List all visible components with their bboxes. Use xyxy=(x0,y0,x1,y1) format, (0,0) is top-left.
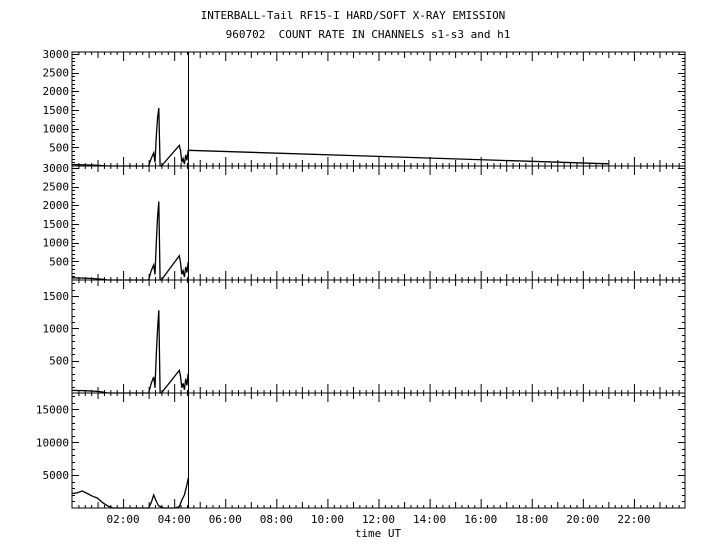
x-tick-label: 06:00 xyxy=(209,513,242,526)
series-line-panel-4 xyxy=(71,478,189,509)
y-tick-label: 1000 xyxy=(43,237,70,250)
y-tick-label: 15000 xyxy=(36,403,69,416)
y-tick-label: 1000 xyxy=(43,123,70,136)
y-tick-label: 3000 xyxy=(43,162,70,175)
x-tick-label: 16:00 xyxy=(464,513,497,526)
panel-frame-2 xyxy=(71,165,686,281)
y-tick-label: 2500 xyxy=(43,181,70,194)
chart-subtitle: 960702 COUNT RATE IN CHANNELS s1-s3 and … xyxy=(225,28,511,41)
series-line-panel-2 xyxy=(71,201,189,281)
y-tick-label: 1500 xyxy=(43,104,70,117)
y-tick-label: 2000 xyxy=(43,85,70,98)
x-tick-label: 14:00 xyxy=(413,513,446,526)
panel-frame-3 xyxy=(71,279,686,394)
y-tick-label: 2500 xyxy=(43,67,70,80)
y-tick-label: 2000 xyxy=(43,199,70,212)
x-tick-label: 22:00 xyxy=(617,513,650,526)
y-tick-label: 1500 xyxy=(43,290,70,303)
x-tick-label: 18:00 xyxy=(515,513,548,526)
x-tick-label: 04:00 xyxy=(158,513,191,526)
y-tick-label: 3000 xyxy=(43,48,70,61)
x-tick-label: 20:00 xyxy=(566,513,599,526)
y-tick-label: 500 xyxy=(49,355,69,368)
series-line-panel-1 xyxy=(71,108,609,167)
y-tick-label: 5000 xyxy=(43,469,70,482)
panel-frame-1 xyxy=(71,51,686,167)
x-tick-label: 12:00 xyxy=(362,513,395,526)
y-tick-label: 10000 xyxy=(36,436,69,449)
y-tick-label: 1000 xyxy=(43,322,70,335)
x-tick-label: 02:00 xyxy=(107,513,140,526)
x-axis-label: time UT xyxy=(355,527,402,540)
y-tick-label: 500 xyxy=(49,255,69,268)
y-tick-label: 500 xyxy=(49,141,69,154)
x-tick-label: 10:00 xyxy=(311,513,344,526)
panel-frame-4 xyxy=(71,392,686,509)
chart-title: INTERBALL-Tail RF15-I HARD/SOFT X-RAY EM… xyxy=(200,9,506,22)
y-tick-label: 1500 xyxy=(43,218,70,231)
series-line-panel-3 xyxy=(71,310,189,394)
x-tick-label: 08:00 xyxy=(260,513,293,526)
